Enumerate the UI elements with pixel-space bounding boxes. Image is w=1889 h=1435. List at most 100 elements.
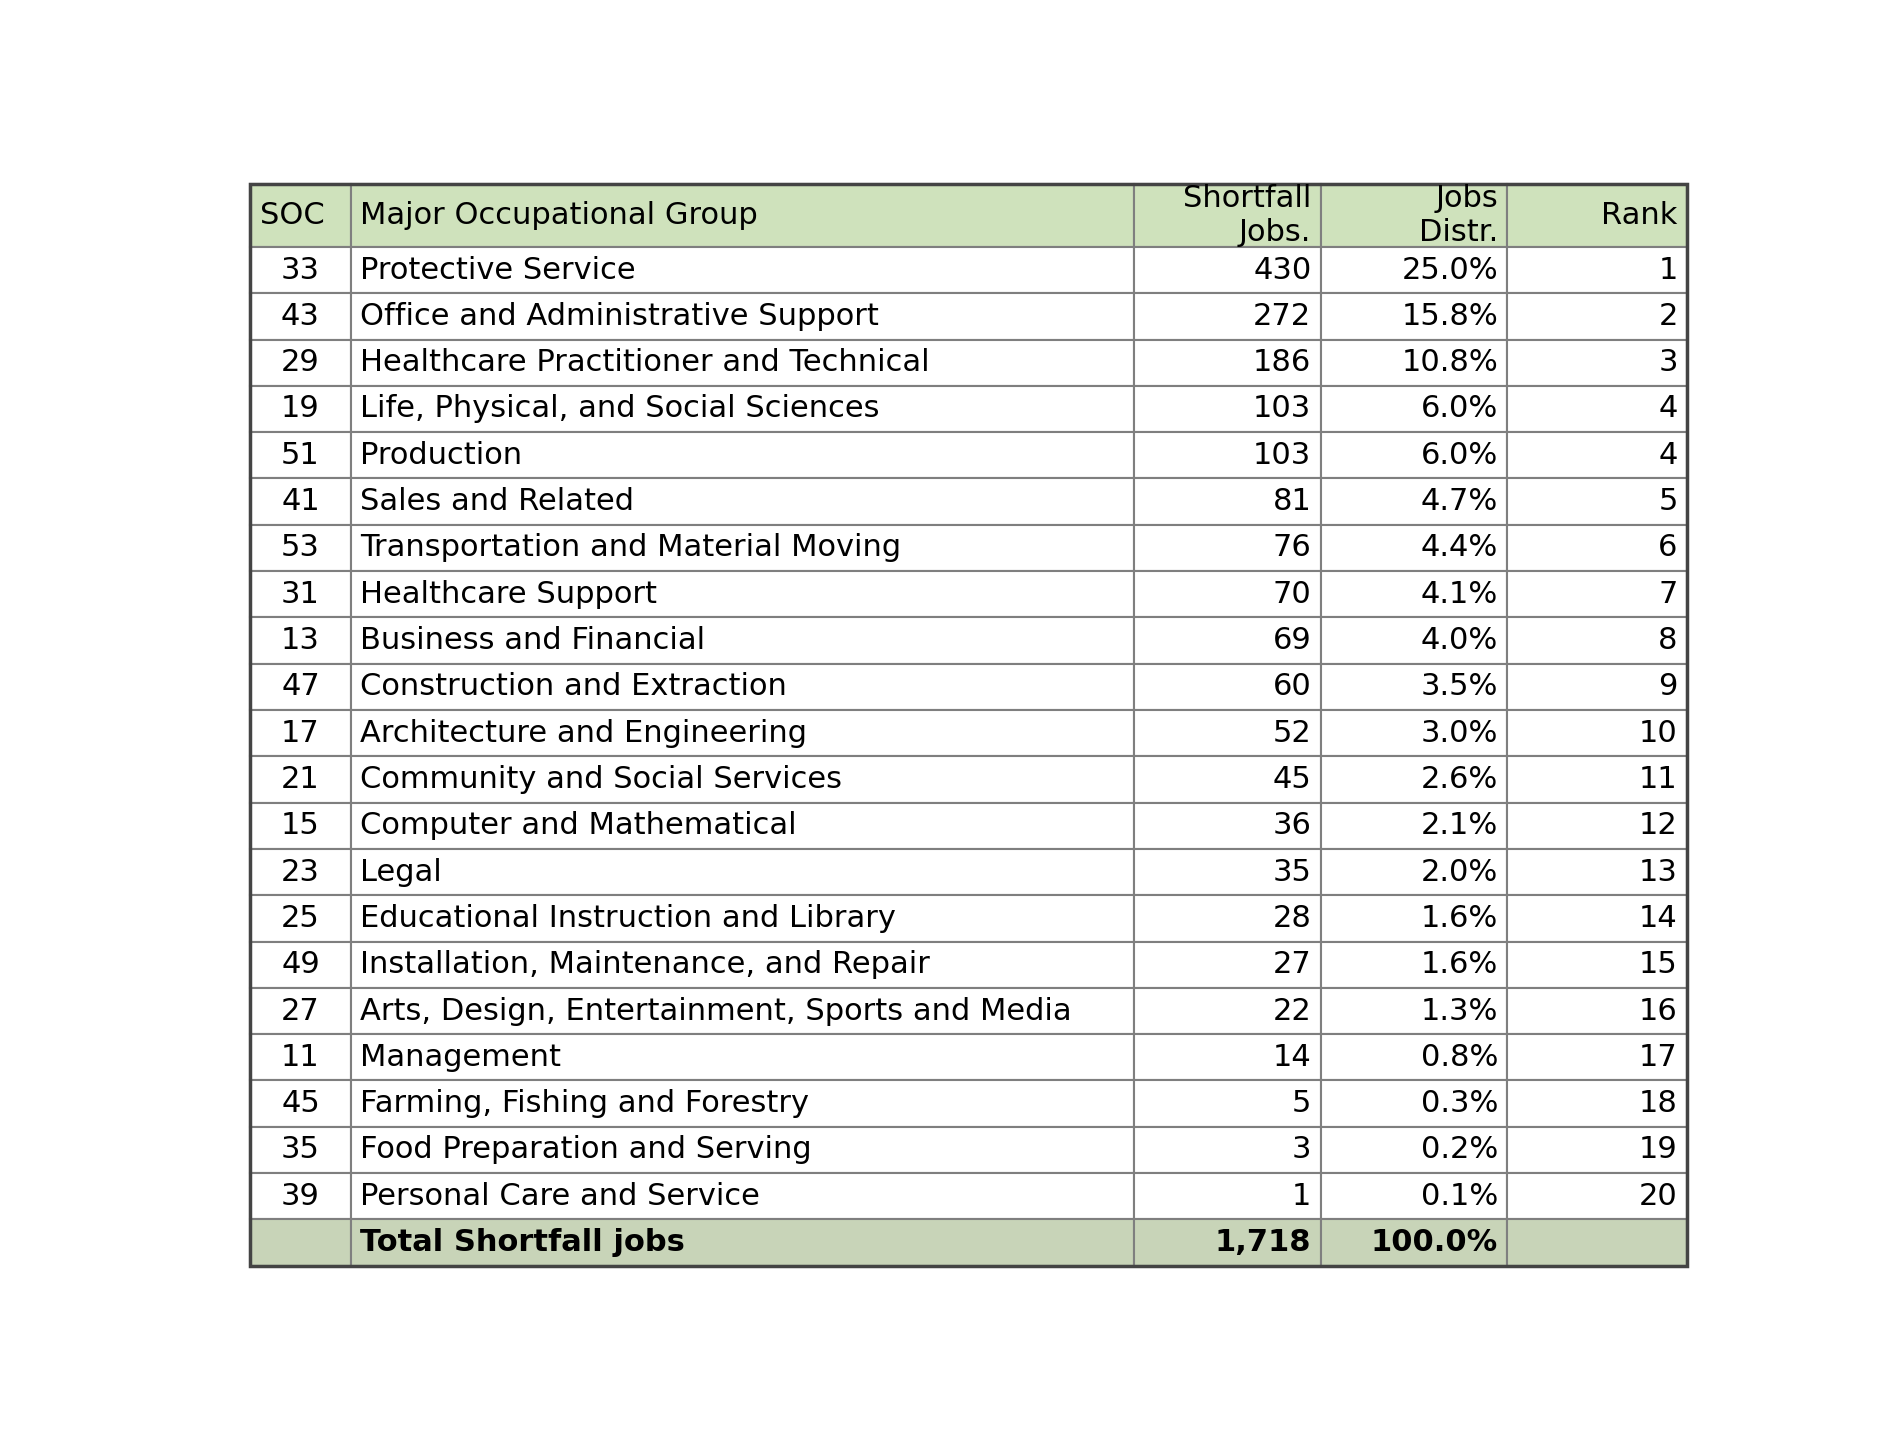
Bar <box>351 895 1133 941</box>
Bar <box>1320 756 1507 802</box>
Bar <box>351 432 1133 478</box>
Text: 31: 31 <box>281 580 319 608</box>
Bar <box>351 1081 1133 1126</box>
Text: 9: 9 <box>1657 673 1677 702</box>
Bar <box>351 617 1133 663</box>
Bar <box>249 340 351 386</box>
Bar <box>249 895 351 941</box>
Bar <box>1133 1220 1320 1266</box>
Bar <box>1507 1035 1687 1081</box>
Bar <box>1133 1172 1320 1220</box>
Text: 20: 20 <box>1638 1182 1677 1211</box>
Text: 35: 35 <box>281 1135 319 1164</box>
Bar <box>249 802 351 850</box>
Bar <box>351 1172 1133 1220</box>
Text: 13: 13 <box>281 626 319 654</box>
Text: Jobs
Distr.: Jobs Distr. <box>1419 184 1498 247</box>
Text: SOC: SOC <box>259 201 325 230</box>
Text: 430: 430 <box>1252 255 1311 284</box>
Bar <box>351 1035 1133 1081</box>
Text: 10.8%: 10.8% <box>1400 349 1498 377</box>
Bar <box>249 617 351 663</box>
Text: 4.0%: 4.0% <box>1421 626 1498 654</box>
Text: Architecture and Engineering: Architecture and Engineering <box>361 719 807 748</box>
Bar <box>1133 432 1320 478</box>
Bar <box>351 386 1133 432</box>
Bar <box>1133 386 1320 432</box>
Text: 4.1%: 4.1% <box>1421 580 1498 608</box>
Bar <box>1320 247 1507 293</box>
Text: 6: 6 <box>1657 534 1677 563</box>
Text: 49: 49 <box>281 950 319 979</box>
Bar <box>351 478 1133 525</box>
Bar <box>1507 386 1687 432</box>
Text: 6.0%: 6.0% <box>1421 441 1498 469</box>
Bar <box>351 571 1133 617</box>
Bar <box>1507 1172 1687 1220</box>
Text: 3: 3 <box>1657 349 1677 377</box>
Bar <box>1320 663 1507 710</box>
Text: 27: 27 <box>281 996 319 1026</box>
Bar <box>1507 987 1687 1035</box>
Text: 186: 186 <box>1252 349 1311 377</box>
Text: 5: 5 <box>1292 1089 1311 1118</box>
Text: 1: 1 <box>1657 255 1677 284</box>
Text: 4.4%: 4.4% <box>1421 534 1498 563</box>
Text: Production: Production <box>361 441 521 469</box>
Text: 22: 22 <box>1271 996 1311 1026</box>
Bar <box>249 1035 351 1081</box>
Text: 14: 14 <box>1271 1043 1311 1072</box>
Bar <box>1133 710 1320 756</box>
Text: 3.5%: 3.5% <box>1421 673 1498 702</box>
Bar <box>351 247 1133 293</box>
Text: 2.6%: 2.6% <box>1421 765 1498 794</box>
Bar <box>1507 895 1687 941</box>
Bar <box>249 247 351 293</box>
Text: 1,718: 1,718 <box>1215 1228 1311 1257</box>
Text: Community and Social Services: Community and Social Services <box>361 765 842 794</box>
Bar <box>1320 1126 1507 1172</box>
Text: Transportation and Material Moving: Transportation and Material Moving <box>361 534 901 563</box>
Text: 5: 5 <box>1657 486 1677 517</box>
Bar <box>351 1126 1133 1172</box>
Bar <box>1507 617 1687 663</box>
Text: 2.0%: 2.0% <box>1421 858 1498 887</box>
Text: 21: 21 <box>281 765 319 794</box>
Bar <box>249 941 351 987</box>
Bar <box>249 1126 351 1172</box>
Bar <box>1320 941 1507 987</box>
Text: Healthcare Practitioner and Technical: Healthcare Practitioner and Technical <box>361 349 929 377</box>
Bar <box>351 525 1133 571</box>
Text: Life, Physical, and Social Sciences: Life, Physical, and Social Sciences <box>361 395 878 423</box>
Bar <box>249 1172 351 1220</box>
Bar <box>1133 184 1320 247</box>
Bar <box>1133 941 1320 987</box>
Text: 28: 28 <box>1271 904 1311 933</box>
Bar <box>1133 571 1320 617</box>
Bar <box>1133 1126 1320 1172</box>
Text: Healthcare Support: Healthcare Support <box>361 580 657 608</box>
Text: 15: 15 <box>281 811 319 841</box>
Bar <box>249 525 351 571</box>
Bar <box>249 1081 351 1126</box>
Text: 43: 43 <box>281 301 319 331</box>
Text: 15.8%: 15.8% <box>1400 301 1498 331</box>
Text: 69: 69 <box>1271 626 1311 654</box>
Text: 27: 27 <box>1271 950 1311 979</box>
Text: 29: 29 <box>281 349 319 377</box>
Text: 272: 272 <box>1252 301 1311 331</box>
Text: 18: 18 <box>1638 1089 1677 1118</box>
Text: Farming, Fishing and Forestry: Farming, Fishing and Forestry <box>361 1089 808 1118</box>
Text: 17: 17 <box>1638 1043 1677 1072</box>
Bar <box>1133 1081 1320 1126</box>
Text: 36: 36 <box>1271 811 1311 841</box>
Text: 1.6%: 1.6% <box>1421 950 1498 979</box>
Text: 81: 81 <box>1271 486 1311 517</box>
Text: Arts, Design, Entertainment, Sports and Media: Arts, Design, Entertainment, Sports and … <box>361 996 1071 1026</box>
Bar <box>249 386 351 432</box>
Text: 10: 10 <box>1638 719 1677 748</box>
Bar <box>1320 1081 1507 1126</box>
Bar <box>1133 247 1320 293</box>
Bar <box>351 663 1133 710</box>
Bar <box>249 1220 351 1266</box>
